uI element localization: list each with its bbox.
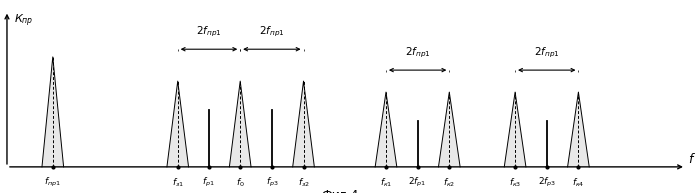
Text: $2f_{пр1}$: $2f_{пр1}$ <box>405 46 431 60</box>
Text: $2f_{пр1}$: $2f_{пр1}$ <box>534 46 560 60</box>
Text: $2f_{р3}$: $2f_{р3}$ <box>537 176 556 189</box>
Polygon shape <box>567 92 589 167</box>
Polygon shape <box>438 92 460 167</box>
Text: $f_{к4}$: $f_{к4}$ <box>572 176 585 189</box>
Polygon shape <box>42 57 63 167</box>
Text: $f$: $f$ <box>687 152 696 166</box>
Polygon shape <box>293 81 314 167</box>
Text: $f_{р1}$: $f_{р1}$ <box>202 176 215 189</box>
Polygon shape <box>375 92 397 167</box>
Text: $2f_{пр1}$: $2f_{пр1}$ <box>259 25 284 39</box>
Text: $2f_{р1}$: $2f_{р1}$ <box>408 176 427 189</box>
Text: $f_{к1}$: $f_{к1}$ <box>380 176 392 189</box>
Text: $К_{пр}$: $К_{пр}$ <box>14 13 33 29</box>
Text: $f_{з1}$: $f_{з1}$ <box>171 176 184 189</box>
Text: $f_{пр1}$: $f_{пр1}$ <box>45 176 61 189</box>
Text: $f_{з2}$: $f_{з2}$ <box>298 176 309 189</box>
Text: $f_{0}$: $f_{0}$ <box>236 176 245 189</box>
Text: $f_{к3}$: $f_{к3}$ <box>509 176 521 189</box>
Polygon shape <box>167 81 189 167</box>
Text: Фиг.4: Фиг.4 <box>321 189 359 193</box>
Polygon shape <box>229 81 251 167</box>
Text: $f_{р3}$: $f_{р3}$ <box>266 176 278 189</box>
Text: $f_{к2}$: $f_{к2}$ <box>443 176 455 189</box>
Polygon shape <box>504 92 526 167</box>
Text: $2f_{пр1}$: $2f_{пр1}$ <box>196 25 222 39</box>
